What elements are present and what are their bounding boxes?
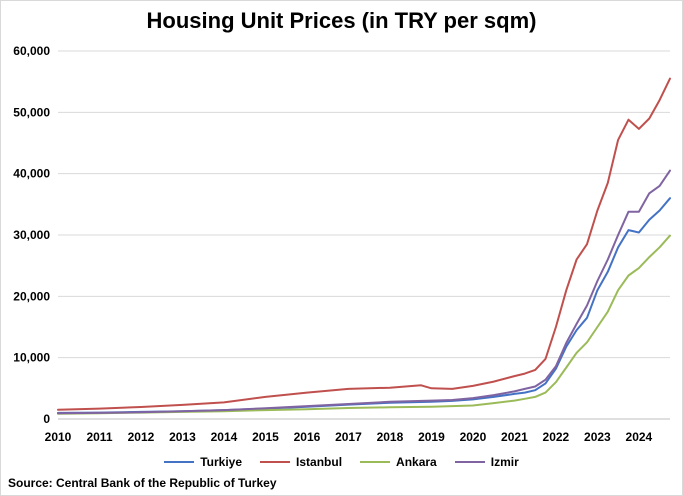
x-tick-label: 2017: [335, 430, 362, 444]
x-tick-label: 2016: [294, 430, 321, 444]
legend-swatch: [454, 461, 485, 463]
x-tick-label: 2010: [45, 430, 72, 444]
x-tick-label: 2014: [211, 430, 238, 444]
x-tick-label: 2023: [584, 430, 611, 444]
x-tick-label: 2015: [252, 430, 279, 444]
legend-label: Ankara: [396, 455, 437, 469]
legend-label: Izmir: [490, 455, 519, 469]
series-lines: [57, 77, 671, 415]
legend: Turkiye Istanbul Ankara Izmir: [0, 455, 683, 469]
y-tick-label: 60,000: [13, 44, 50, 58]
x-tick-label: 2020: [460, 430, 487, 444]
series-line-ankara: [57, 234, 671, 415]
x-tick-label: 2018: [377, 430, 404, 444]
legend-entry-izmir: Izmir: [454, 455, 519, 469]
x-axis-tick-labels: 2010 2011 2012 2013 2014 2015 2016 2017 2018 2019…: [45, 430, 653, 444]
x-tick-label: 2021: [501, 430, 528, 444]
legend-entry-istanbul: Istanbul: [260, 455, 342, 469]
legend-label: Turkiye: [200, 455, 243, 469]
series-line-istanbul: [57, 77, 671, 411]
chart-title: Housing Unit Prices (in TRY per sqm): [146, 8, 537, 33]
x-tick-label: 2011: [86, 430, 112, 444]
line-chart-plot: 0 10,000 20,000 30,000 40,000 50,000 60,000 20…: [13, 44, 671, 444]
x-tick-label: 2013: [169, 430, 196, 444]
legend-swatch: [360, 461, 391, 463]
y-tick-label: 50,000: [13, 105, 50, 119]
x-tick-label: 2022: [543, 430, 570, 444]
series-line-izmir: [57, 169, 671, 415]
y-tick-label: 0: [43, 412, 50, 426]
y-tick-label: 20,000: [13, 289, 50, 303]
y-tick-label: 30,000: [13, 228, 50, 242]
legend-swatch: [260, 461, 291, 463]
y-tick-label: 40,000: [13, 167, 50, 181]
x-tick-label: 2019: [418, 430, 445, 444]
y-tick-label: 10,000: [13, 351, 50, 365]
x-tick-label: 2024: [626, 430, 653, 444]
x-tick-label: 2012: [128, 430, 155, 444]
gridlines: [58, 50, 670, 359]
legend-entry-ankara: Ankara: [360, 455, 437, 469]
y-axis-tick-labels: 0 10,000 20,000 30,000 40,000 50,000 60,000: [13, 44, 50, 426]
series-line-turkiye: [57, 197, 671, 414]
legend-label: Istanbul: [296, 455, 343, 469]
source-note: Source: Central Bank of the Republic of …: [8, 476, 277, 490]
legend-swatch: [164, 461, 195, 463]
legend-entry-turkiye: Turkiye: [164, 455, 242, 469]
